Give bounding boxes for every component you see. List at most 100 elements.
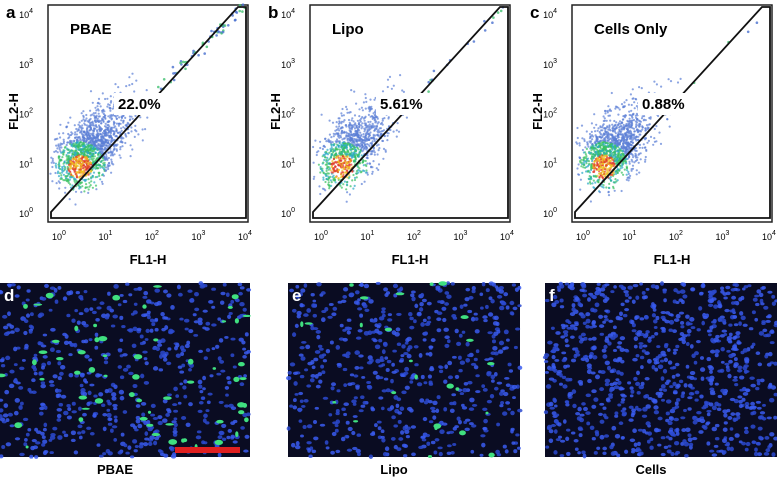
event-dot bbox=[594, 154, 597, 157]
event-dot bbox=[610, 179, 613, 182]
event-dot bbox=[638, 125, 641, 128]
event-dot bbox=[611, 135, 614, 138]
event-dot bbox=[616, 144, 619, 147]
event-dot bbox=[372, 135, 375, 138]
nucleus bbox=[36, 430, 42, 435]
event-dot bbox=[607, 132, 610, 135]
event-dot bbox=[89, 184, 92, 187]
event-dot bbox=[184, 67, 187, 71]
nucleus bbox=[381, 313, 386, 318]
event-dot bbox=[348, 163, 351, 166]
event-dot bbox=[360, 127, 363, 130]
event-dot bbox=[336, 133, 339, 136]
nucleus bbox=[136, 327, 142, 332]
tick-base: 10 bbox=[192, 232, 202, 242]
nucleus bbox=[152, 417, 159, 420]
event-dot bbox=[596, 129, 599, 132]
event-dot bbox=[350, 124, 353, 127]
nucleus bbox=[217, 356, 222, 361]
event-dot bbox=[363, 130, 366, 133]
nucleus bbox=[383, 377, 389, 381]
event-dot bbox=[595, 161, 599, 164]
event-dot bbox=[625, 178, 628, 181]
event-dot bbox=[122, 121, 125, 124]
event-dot bbox=[115, 135, 118, 138]
event-dot bbox=[427, 80, 431, 84]
event-dot bbox=[618, 108, 621, 111]
event-dot bbox=[591, 182, 594, 185]
nucleus bbox=[14, 327, 20, 333]
event-dot bbox=[373, 129, 376, 132]
transfected-cell bbox=[38, 350, 48, 355]
event-dot bbox=[626, 143, 629, 146]
nucleus bbox=[147, 427, 153, 432]
event-dot bbox=[604, 148, 607, 151]
event-dot bbox=[628, 162, 631, 165]
x-tick-label: 103 bbox=[454, 230, 468, 242]
event-dot bbox=[89, 162, 93, 165]
event-dot bbox=[319, 140, 322, 143]
nucleus bbox=[203, 356, 208, 360]
y-tick-label: 101 bbox=[281, 157, 295, 169]
event-dot bbox=[364, 139, 367, 142]
nucleus bbox=[211, 287, 217, 291]
event-dot bbox=[634, 114, 637, 117]
event-dot bbox=[51, 180, 54, 183]
event-dot bbox=[67, 154, 70, 157]
event-dot bbox=[639, 133, 642, 136]
event-dot bbox=[577, 173, 580, 176]
event-dot bbox=[85, 113, 88, 117]
nucleus bbox=[475, 349, 480, 354]
event-dot bbox=[96, 108, 100, 111]
x-tick-label: 101 bbox=[361, 230, 375, 242]
event-dot bbox=[381, 139, 384, 142]
tick-exponent: 0 bbox=[291, 207, 295, 214]
event-dot bbox=[634, 126, 638, 129]
nucleus bbox=[239, 301, 245, 307]
event-dot bbox=[644, 137, 647, 140]
nucleus bbox=[146, 299, 152, 304]
event-dot bbox=[620, 189, 623, 193]
event-dot bbox=[320, 113, 323, 116]
nucleus bbox=[216, 372, 222, 376]
event-dot bbox=[345, 162, 348, 166]
nucleus bbox=[77, 424, 83, 429]
nucleus bbox=[73, 342, 78, 348]
event-dot bbox=[614, 153, 617, 156]
nucleus bbox=[56, 393, 62, 398]
event-dot bbox=[92, 150, 95, 153]
event-dot bbox=[118, 154, 121, 157]
event-dot bbox=[642, 143, 645, 146]
nucleus bbox=[0, 364, 6, 368]
gate-label-bg bbox=[638, 93, 698, 115]
event-dot bbox=[588, 178, 591, 181]
event-dot bbox=[371, 117, 374, 120]
event-dot bbox=[381, 119, 384, 122]
event-dot bbox=[631, 88, 634, 91]
nucleus bbox=[44, 283, 49, 288]
event-dot bbox=[359, 149, 362, 152]
nucleus bbox=[18, 385, 24, 390]
event-dot bbox=[622, 162, 625, 165]
nucleus bbox=[117, 365, 123, 369]
nucleus bbox=[289, 404, 293, 408]
event-dot bbox=[345, 171, 348, 174]
event-dot bbox=[607, 194, 611, 197]
nucleus bbox=[232, 419, 238, 424]
event-dot bbox=[370, 142, 373, 145]
event-dot bbox=[327, 181, 330, 184]
event-dot bbox=[612, 140, 615, 143]
event-dot bbox=[205, 45, 209, 49]
event-dot bbox=[353, 146, 356, 149]
event-dot bbox=[345, 200, 348, 203]
event-dot bbox=[586, 182, 590, 185]
nucleus bbox=[99, 301, 105, 305]
event-dot bbox=[346, 132, 349, 135]
nucleus bbox=[133, 287, 139, 291]
event-dot bbox=[134, 129, 137, 132]
nucleus bbox=[7, 311, 11, 317]
tick-exponent: 0 bbox=[586, 230, 590, 237]
event-dot bbox=[62, 132, 65, 135]
event-dot bbox=[377, 163, 381, 166]
nucleus bbox=[25, 313, 31, 318]
